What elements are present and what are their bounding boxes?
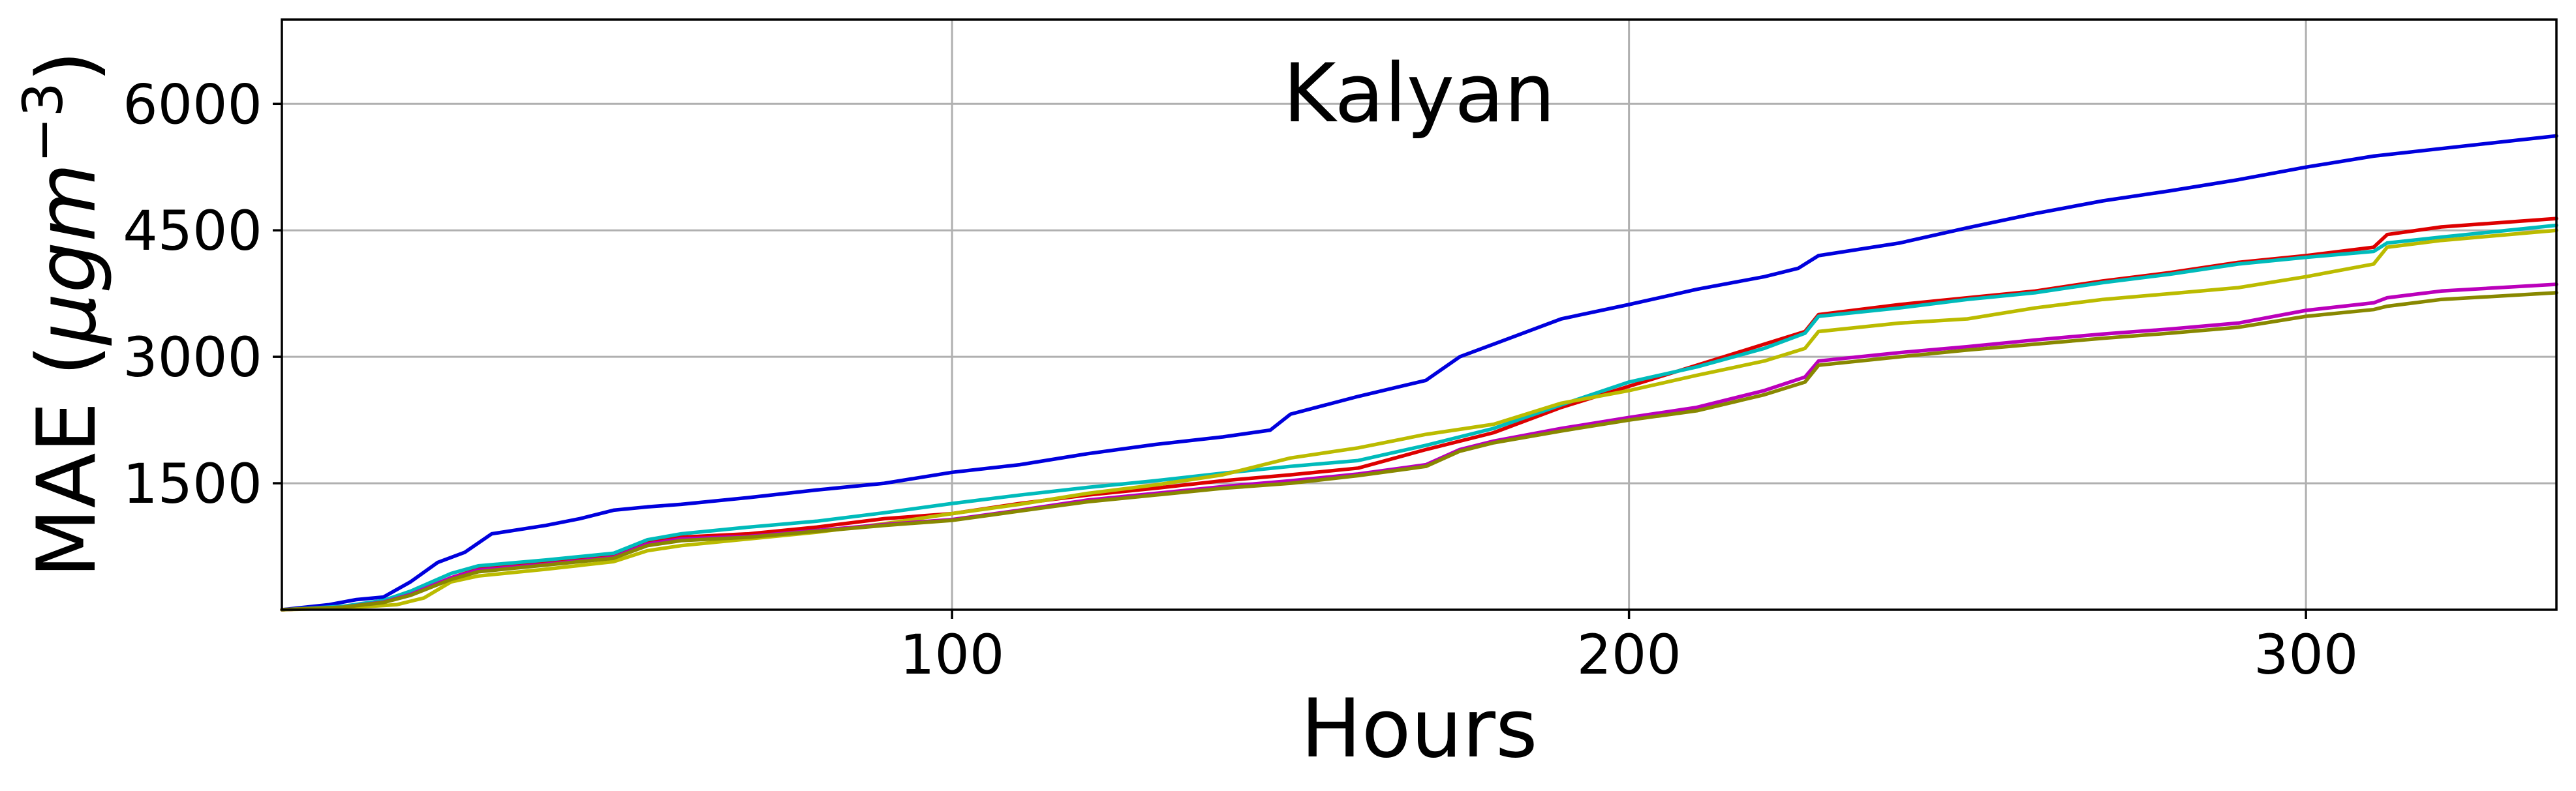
series-line-4 (280, 228, 2558, 612)
y-axis-label: MAE (μgm−3) (11, 51, 114, 578)
series-line-1 (280, 134, 2558, 612)
y-tick-label: 1500 (123, 452, 262, 516)
axis-ticks: 100 200 300 1500 3000 4500 6000 (123, 72, 2358, 687)
y-axis-label-unit: μgm (20, 163, 114, 346)
chart-title: Kalyan (1283, 47, 1556, 141)
y-axis-label-exponent: −3 (11, 82, 75, 163)
plot-frame (281, 18, 2558, 611)
x-tick-label: 100 (900, 623, 1004, 687)
y-axis-label-close: ) (20, 51, 114, 82)
series-line-6 (280, 291, 2558, 612)
y-tick-label: 6000 (123, 72, 262, 136)
series-group (280, 134, 2558, 612)
x-axis-label: Hours (1300, 682, 1537, 776)
y-tick-label: 3000 (123, 325, 262, 389)
series-line-3 (280, 223, 2558, 612)
y-tick-label: 4500 (123, 199, 262, 263)
x-tick-label: 200 (1576, 623, 1681, 687)
y-axis-label-main: MAE ( (20, 344, 114, 578)
x-tick-label: 300 (2254, 623, 2358, 687)
